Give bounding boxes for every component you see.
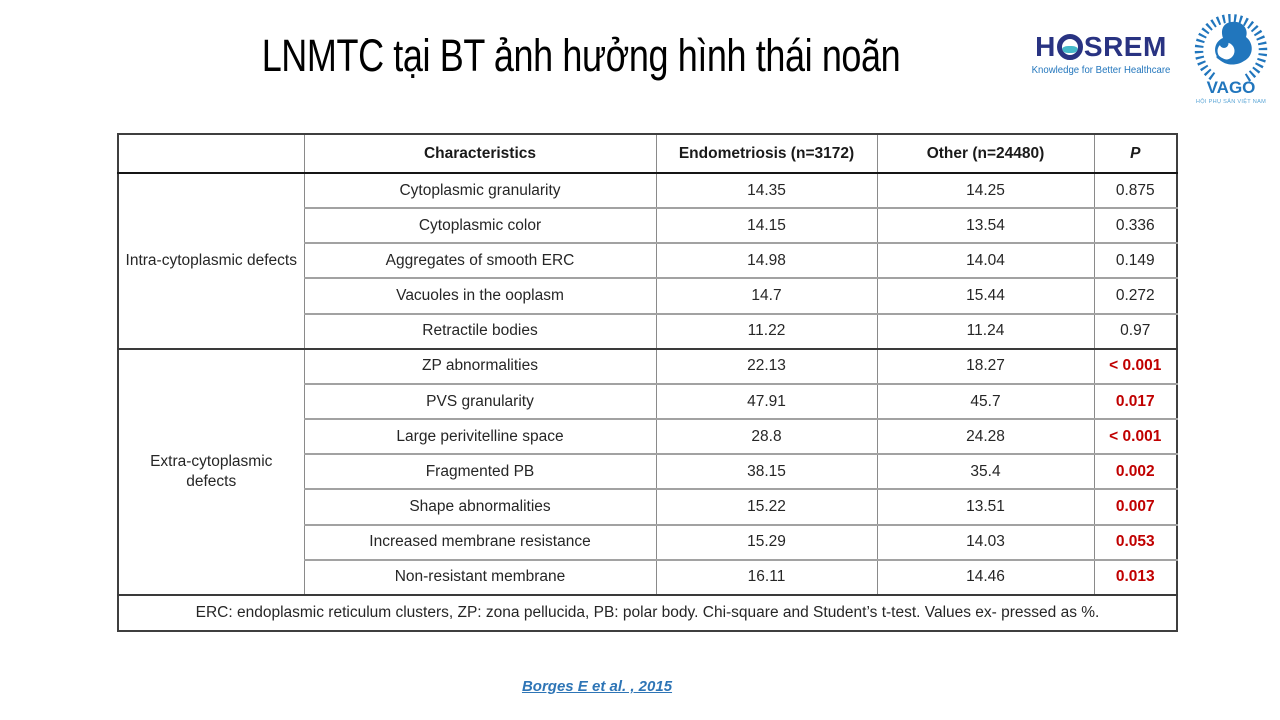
cell-other: 45.7 [876,382,1095,420]
table-header-row: Characteristics Endometriosis (n=3172) O… [117,133,1178,174]
page-title: LNMTC tại BT ảnh hưởng hình thái noãn [261,30,901,81]
header-other: Other (n=24480) [876,133,1095,174]
cell-endometriosis: 15.29 [655,523,878,561]
cell-endometriosis: 16.11 [655,558,878,596]
table-row: Non-resistant membrane 16.11 14.46 0.013 [118,558,1178,596]
cell-endometriosis: 22.13 [655,347,878,385]
cell-characteristic: Non-resistant membrane [303,558,657,596]
cell-p: 0.875 [1093,171,1178,209]
citation-link[interactable]: Borges E et al. , 2015 [521,678,673,695]
table-footnote: ERC: endoplasmic reticulum clusters, ZP:… [117,594,1178,632]
cell-characteristic: Cytoplasmic granularity [303,171,657,209]
cell-endometriosis: 14.15 [655,207,878,244]
cell-other: 13.54 [876,207,1095,244]
table-row: Large perivitelline space 28.8 24.28 < 0… [118,418,1178,455]
cell-endometriosis: 14.98 [655,242,878,279]
cell-characteristic: Shape abnormalities [303,488,657,526]
cell-other: 14.03 [876,523,1095,561]
cell-endometriosis: 14.7 [655,277,878,315]
cell-characteristic: PVS granularity [303,382,657,420]
table-row: Cytoplasmic color 14.15 13.54 0.336 [118,207,1178,244]
cell-other: 18.27 [876,347,1095,385]
table-row: Aggregates of smooth ERC 14.98 14.04 0.1… [118,242,1178,279]
cell-characteristic: Fragmented PB [303,453,657,490]
table-footnote-row: ERC: endoplasmic reticulum clusters, ZP:… [117,594,1178,632]
cell-p: 0.007 [1093,488,1178,526]
group-label-extra: Extra-cytoplasmic defects [117,347,305,596]
hosrem-word-start: H [1035,31,1056,62]
cell-other: 11.24 [876,312,1095,350]
table-row: Fragmented PB 38.15 35.4 0.002 [118,453,1178,490]
results-table-container: Characteristics Endometriosis (n=3172) O… [117,133,1178,632]
cell-p: 0.053 [1093,523,1178,561]
hosrem-o-globe-icon [1056,34,1083,60]
vago-logo: VAGO HỘI PHỤ SẢN VIỆT NAM [1194,14,1268,105]
cell-p: 0.272 [1093,277,1178,315]
cell-other: 14.04 [876,242,1095,279]
header-characteristics: Characteristics [303,133,657,174]
cell-characteristic: Retractile bodies [303,312,657,350]
cell-p: 0.002 [1093,453,1178,490]
cell-p: 0.013 [1093,558,1178,596]
table-row: Retractile bodies 11.22 11.24 0.97 [118,312,1178,350]
vago-name: VAGO [1207,78,1256,97]
header-p: P [1093,133,1178,174]
cell-p: 0.017 [1093,382,1178,420]
cell-endometriosis: 14.35 [655,171,878,209]
cell-endometriosis: 28.8 [655,418,878,455]
cell-p: < 0.001 [1093,347,1178,385]
cell-characteristic: Vacuoles in the ooplasm [303,277,657,315]
group-label-intra: Intra-cytoplasmic defects [117,172,305,350]
cell-characteristic: Large perivitelline space [303,418,657,455]
cell-p: < 0.001 [1093,418,1178,455]
cell-p: 0.336 [1093,207,1178,244]
header-group [117,133,305,174]
cell-characteristic: Cytoplasmic color [303,207,657,244]
cell-characteristic: ZP abnormalities [303,347,657,385]
cell-characteristic: Aggregates of smooth ERC [303,242,657,279]
cell-p: 0.97 [1093,312,1178,350]
cell-endometriosis: 11.22 [655,312,878,350]
hosrem-word-end: SREM [1083,31,1167,62]
table-row: Vacuoles in the ooplasm 14.7 15.44 0.272 [118,277,1178,315]
cell-endometriosis: 47.91 [655,382,878,420]
cell-endometriosis: 38.15 [655,453,878,490]
table-row: Increased membrane resistance 15.29 14.0… [118,523,1178,561]
header-endometriosis: Endometriosis (n=3172) [655,133,878,174]
mother-and-child-icon [1215,21,1252,65]
hosrem-wordmark: H SREM [1028,33,1174,61]
results-table: Characteristics Endometriosis (n=3172) O… [117,133,1178,632]
cell-other: 15.44 [876,277,1095,315]
hosrem-logo: H SREM Knowledge for Better Healthcare [1028,33,1174,77]
cell-p: 0.149 [1093,242,1178,279]
hosrem-tagline: Knowledge for Better Healthcare [1031,65,1171,76]
cell-endometriosis: 15.22 [655,488,878,526]
cell-other: 14.25 [876,171,1095,209]
cell-other: 35.4 [876,453,1095,490]
table-row: Shape abnormalities 15.22 13.51 0.007 [118,488,1178,526]
table-row: Intra-cytoplasmic defects Cytoplasmic gr… [117,171,1178,350]
vago-subtitle: HỘI PHỤ SẢN VIỆT NAM [1196,97,1266,105]
cell-other: 13.51 [876,488,1095,526]
cell-other: 24.28 [876,418,1095,455]
cell-characteristic: Increased membrane resistance [303,523,657,561]
cell-other: 14.46 [876,558,1095,596]
table-row: Extra-cytoplasmic defects ZP abnormaliti… [117,347,1178,596]
